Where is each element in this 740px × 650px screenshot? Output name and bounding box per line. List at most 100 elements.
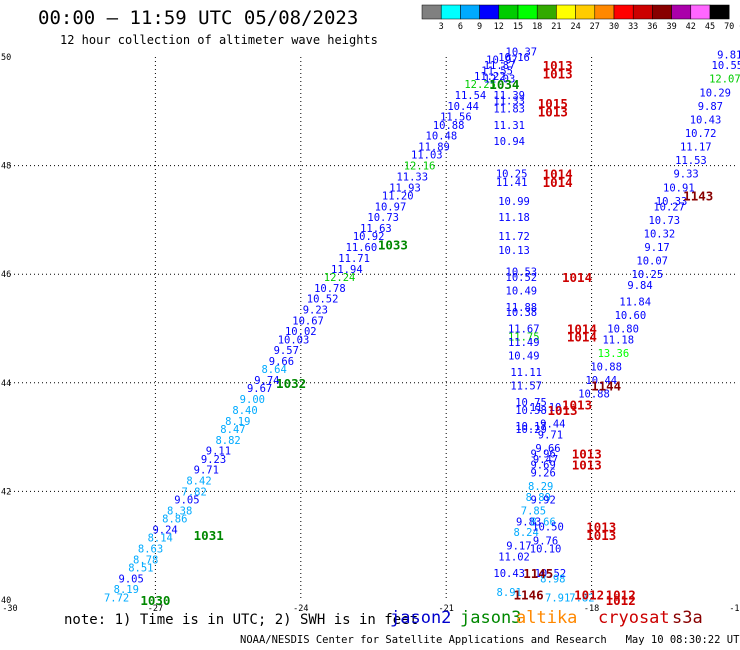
swh-label: 8.64 <box>261 364 286 376</box>
colorbar-tick-label: 30 <box>609 22 619 32</box>
colorbar-tick-label: 70 <box>724 22 734 32</box>
colorbar-swatch <box>613 4 634 20</box>
colorbar-swatch <box>690 4 711 20</box>
colorbar-tick-label: 18 <box>532 22 542 32</box>
swh-label: 10.50 <box>532 522 564 534</box>
swh-label: 8.89 <box>526 492 551 504</box>
pressure-label: 1015 <box>538 96 568 111</box>
swh-label: 10.43 <box>493 568 525 580</box>
swh-label: 9.44 <box>540 419 565 431</box>
plot-grid <box>10 57 737 600</box>
swh-label: 10.49 <box>506 285 538 297</box>
swh-label: 10.67 <box>292 315 324 327</box>
legend-jason2: jason2 <box>390 608 452 628</box>
swh-label: 10.58 <box>515 405 547 417</box>
swh-label: 10.52 <box>307 294 339 306</box>
swh-label: 13.36 <box>598 348 630 360</box>
y-tick-label: 40 <box>1 596 11 606</box>
swh-label: 9.11 <box>206 446 231 458</box>
swh-label: 10.73 <box>367 212 399 224</box>
swh-label: 8.14 <box>148 533 173 545</box>
colorbar-swatch <box>440 4 461 20</box>
swh-label: 8.47 <box>220 424 245 436</box>
colorbar-swatch <box>556 4 576 20</box>
x-tick-label: -27 <box>148 604 163 614</box>
pressure-label: 1013 <box>543 58 573 73</box>
y-tick-label: 50 <box>1 53 11 63</box>
plot-axes: -30 -27 -24 -21 -18 -15 40 42 44 46 48 50 <box>1 53 740 614</box>
swh-label: 8.51 <box>128 562 153 574</box>
swh-label: 11.56 <box>440 112 472 124</box>
swh-label: 10.72 <box>685 128 717 140</box>
swh-label: 8.40 <box>232 405 257 417</box>
swh-label: 11.11 <box>510 367 542 379</box>
swh-label: 10.48 <box>426 131 458 143</box>
swh-label: 8.42 <box>186 476 211 488</box>
colorbar-tick-label: 9 <box>477 22 482 32</box>
swh-label: 9.66 <box>269 356 294 368</box>
colorbar-tick-label: 12 <box>494 22 504 32</box>
swh-label: 11.94 <box>331 264 363 276</box>
swh-label: 9.05 <box>174 495 199 507</box>
swh-label: 11.87 <box>484 60 516 72</box>
legend-altika: altika <box>516 608 578 628</box>
swh-label: 11.57 <box>510 381 542 393</box>
y-tick-label: 46 <box>1 270 11 280</box>
pressure-label: 1012 <box>606 588 636 603</box>
colorbar-swatch <box>517 4 538 20</box>
swh-label: 10.29 <box>699 87 731 99</box>
swh-label: 11.88 <box>506 302 538 314</box>
swh-label: 10.88 <box>433 120 465 132</box>
swh-label: 8.82 <box>215 435 240 447</box>
swh-label: 8.19 <box>225 416 250 428</box>
swh-label: 10.92 <box>353 231 385 243</box>
swh-label: 8.78 <box>133 554 158 566</box>
colorbar-swatch <box>460 4 480 20</box>
swh-label: 9.81 <box>717 49 740 61</box>
swh-label: 12.24 <box>324 272 356 284</box>
swh-label: 11.75 <box>508 332 540 344</box>
swh-label: 8.66 <box>530 516 555 528</box>
swh-label: 10.16 <box>498 52 530 64</box>
pressure-label: 1014 <box>543 175 573 190</box>
swh-label: 11.02 <box>498 552 530 564</box>
pressure-labels: 1030103110321033103410131013101510131014… <box>140 58 713 608</box>
swh-label: 11.39 <box>493 90 525 102</box>
swh-label: 10.13 <box>498 245 530 257</box>
swh-label: 7.82 <box>182 486 207 498</box>
pressure-label: 1145 <box>523 566 553 581</box>
swh-label: 11.10 <box>530 402 562 414</box>
swh-label: 9.47 <box>533 454 558 466</box>
swh-label: 9.76 <box>533 535 558 547</box>
colorbar-tick-label: 24 <box>570 22 580 32</box>
pressure-label: 1012 <box>606 593 636 608</box>
colorbar-tick-label: (ft) <box>738 22 740 32</box>
swh-label: 10.02 <box>285 326 317 338</box>
swh-label: 9.92 <box>530 495 555 507</box>
colorbar-tick-label: 42 <box>686 22 696 32</box>
legend-s3a: s3a <box>672 608 703 628</box>
swh-label: 10.60 <box>615 310 647 322</box>
pressure-label: 1032 <box>276 376 306 391</box>
swh-label: 9.17 <box>506 541 531 553</box>
colorbar-tick-label: 6 <box>458 22 463 32</box>
colorbar-tick-label: 33 <box>628 22 638 32</box>
swh-label: 11.18 <box>602 334 634 346</box>
swh-label: 10.88 <box>578 389 610 401</box>
swh-label: 10.29 <box>515 424 547 436</box>
swh-label: 10.38 <box>506 307 538 319</box>
swh-label: 10.53 <box>506 266 538 278</box>
pressure-label: 1013 <box>572 457 602 472</box>
swh-label: 7.85 <box>521 505 546 517</box>
swh-label: 10.49 <box>508 351 540 363</box>
colorbar-swatch <box>594 4 615 20</box>
swh-label: 10.88 <box>590 362 622 374</box>
chart-title: 00:00 – 11:59 UTC 05/08/2023 <box>38 7 359 29</box>
swh-label: 11.31 <box>493 120 525 132</box>
swh-label: 12.16 <box>404 161 436 173</box>
swh-label: 11.33 <box>396 171 428 183</box>
swh-label: 12.25 <box>464 79 496 91</box>
swh-label: 11.18 <box>498 212 530 224</box>
swh-label: 11.71 <box>338 253 370 265</box>
colorbar-swatch <box>421 4 442 20</box>
